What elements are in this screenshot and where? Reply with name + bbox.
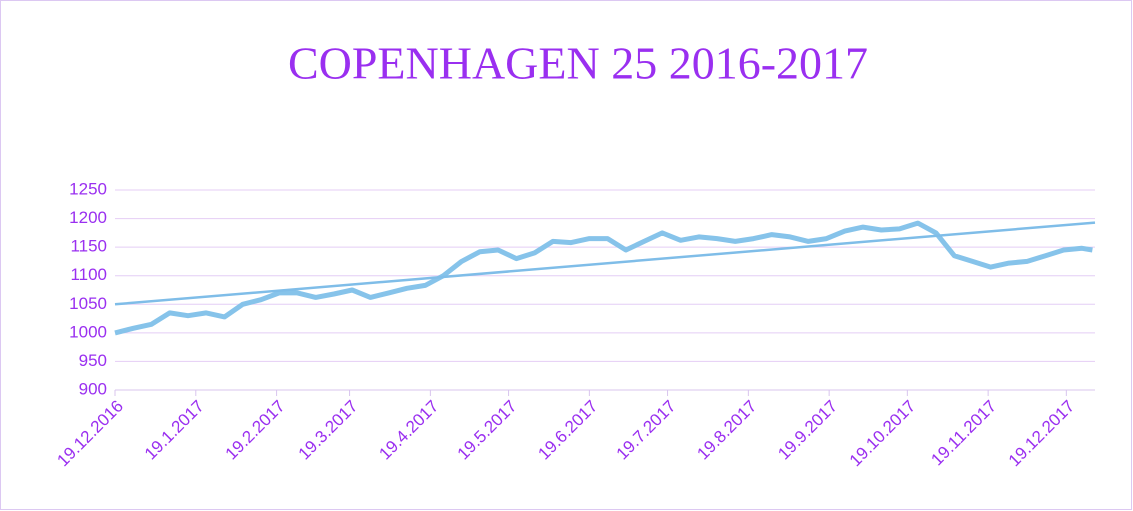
x-tick-label: 19.7.2017 [613,397,680,464]
y-tick-label: 1000 [69,322,107,341]
y-tick-label: 1150 [70,237,107,256]
y-tick-label: 1200 [69,208,107,227]
y-tick-label: 900 [79,379,107,398]
x-tick-label: 19.5.2017 [454,397,521,464]
x-tick-label: 19.8.2017 [693,397,760,464]
x-tick-label: 19.2.2017 [222,397,289,464]
x-tick-label: 19.11.2017 [927,397,1000,470]
y-tick-label: 1250 [69,179,107,198]
x-tick-label: 19.4.2017 [375,397,442,464]
x-tick-label: 19.6.2017 [534,397,601,464]
y-tick-label: 950 [79,351,107,370]
x-tick-label: 19.12.2017 [1005,397,1079,471]
x-tick-label: 19.12.2016 [53,397,127,471]
x-tick-label: 19.9.2017 [774,397,841,464]
y-tick-label: 1050 [69,294,107,313]
y-tick-label: 1100 [70,265,107,284]
chart-title: COPENHAGEN 25 2016-2017 [288,38,868,89]
x-tick-label: 19.3.2017 [295,397,362,464]
x-tick-label: 19.10.2017 [846,397,920,471]
trend-line [114,221,1096,306]
x-tick-label: 19.1.2017 [141,397,208,464]
data-line [114,220,1093,336]
